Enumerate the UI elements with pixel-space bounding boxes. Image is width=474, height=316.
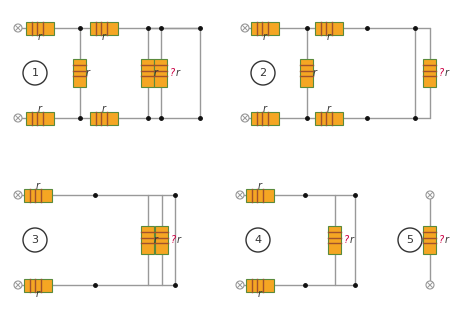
- Text: 2: 2: [259, 68, 266, 78]
- Circle shape: [23, 61, 47, 85]
- Circle shape: [236, 191, 244, 199]
- Text: r: r: [313, 68, 317, 78]
- Bar: [26, 112, 54, 125]
- Bar: [24, 189, 52, 202]
- Text: r: r: [102, 104, 106, 114]
- Bar: [142, 226, 155, 254]
- Bar: [328, 226, 341, 254]
- Bar: [142, 59, 155, 87]
- Bar: [155, 226, 168, 254]
- Circle shape: [14, 191, 22, 199]
- Text: ?: ?: [170, 68, 175, 78]
- Text: r: r: [327, 104, 331, 114]
- Text: r: r: [445, 68, 449, 78]
- Bar: [423, 59, 437, 87]
- Text: 5: 5: [407, 235, 413, 245]
- Text: r: r: [445, 235, 449, 245]
- Circle shape: [398, 228, 422, 252]
- Bar: [73, 59, 86, 87]
- Text: 1: 1: [31, 68, 38, 78]
- Bar: [90, 21, 118, 34]
- Bar: [155, 59, 167, 87]
- Text: ?: ?: [344, 235, 349, 245]
- Bar: [423, 226, 437, 254]
- Bar: [90, 112, 118, 125]
- Circle shape: [236, 281, 244, 289]
- Bar: [26, 21, 54, 34]
- Bar: [24, 278, 52, 291]
- Text: r: r: [102, 32, 106, 42]
- Text: r: r: [86, 68, 90, 78]
- Text: 3: 3: [31, 235, 38, 245]
- Text: r: r: [154, 235, 158, 245]
- Text: r: r: [263, 104, 267, 114]
- Text: ?: ?: [439, 235, 444, 245]
- Text: r: r: [36, 181, 40, 191]
- Text: r: r: [38, 32, 42, 42]
- Text: r: r: [36, 289, 40, 299]
- Bar: [315, 21, 343, 34]
- Bar: [315, 112, 343, 125]
- Text: ?: ?: [439, 68, 444, 78]
- Text: 4: 4: [255, 235, 262, 245]
- Circle shape: [241, 114, 249, 122]
- Text: ?: ?: [171, 235, 176, 245]
- Bar: [246, 189, 274, 202]
- Circle shape: [426, 281, 434, 289]
- Circle shape: [241, 24, 249, 32]
- Circle shape: [251, 61, 275, 85]
- Circle shape: [14, 24, 22, 32]
- Bar: [301, 59, 313, 87]
- Circle shape: [14, 281, 22, 289]
- Circle shape: [426, 191, 434, 199]
- Bar: [251, 21, 279, 34]
- Circle shape: [14, 114, 22, 122]
- Text: r: r: [350, 235, 354, 245]
- Text: r: r: [327, 32, 331, 42]
- Bar: [246, 278, 274, 291]
- Text: r: r: [263, 32, 267, 42]
- Text: r: r: [177, 235, 181, 245]
- Text: r: r: [258, 289, 262, 299]
- Text: r: r: [38, 104, 42, 114]
- Circle shape: [246, 228, 270, 252]
- Bar: [251, 112, 279, 125]
- Text: r: r: [154, 68, 158, 78]
- Circle shape: [23, 228, 47, 252]
- Text: r: r: [176, 68, 180, 78]
- Text: r: r: [258, 181, 262, 191]
